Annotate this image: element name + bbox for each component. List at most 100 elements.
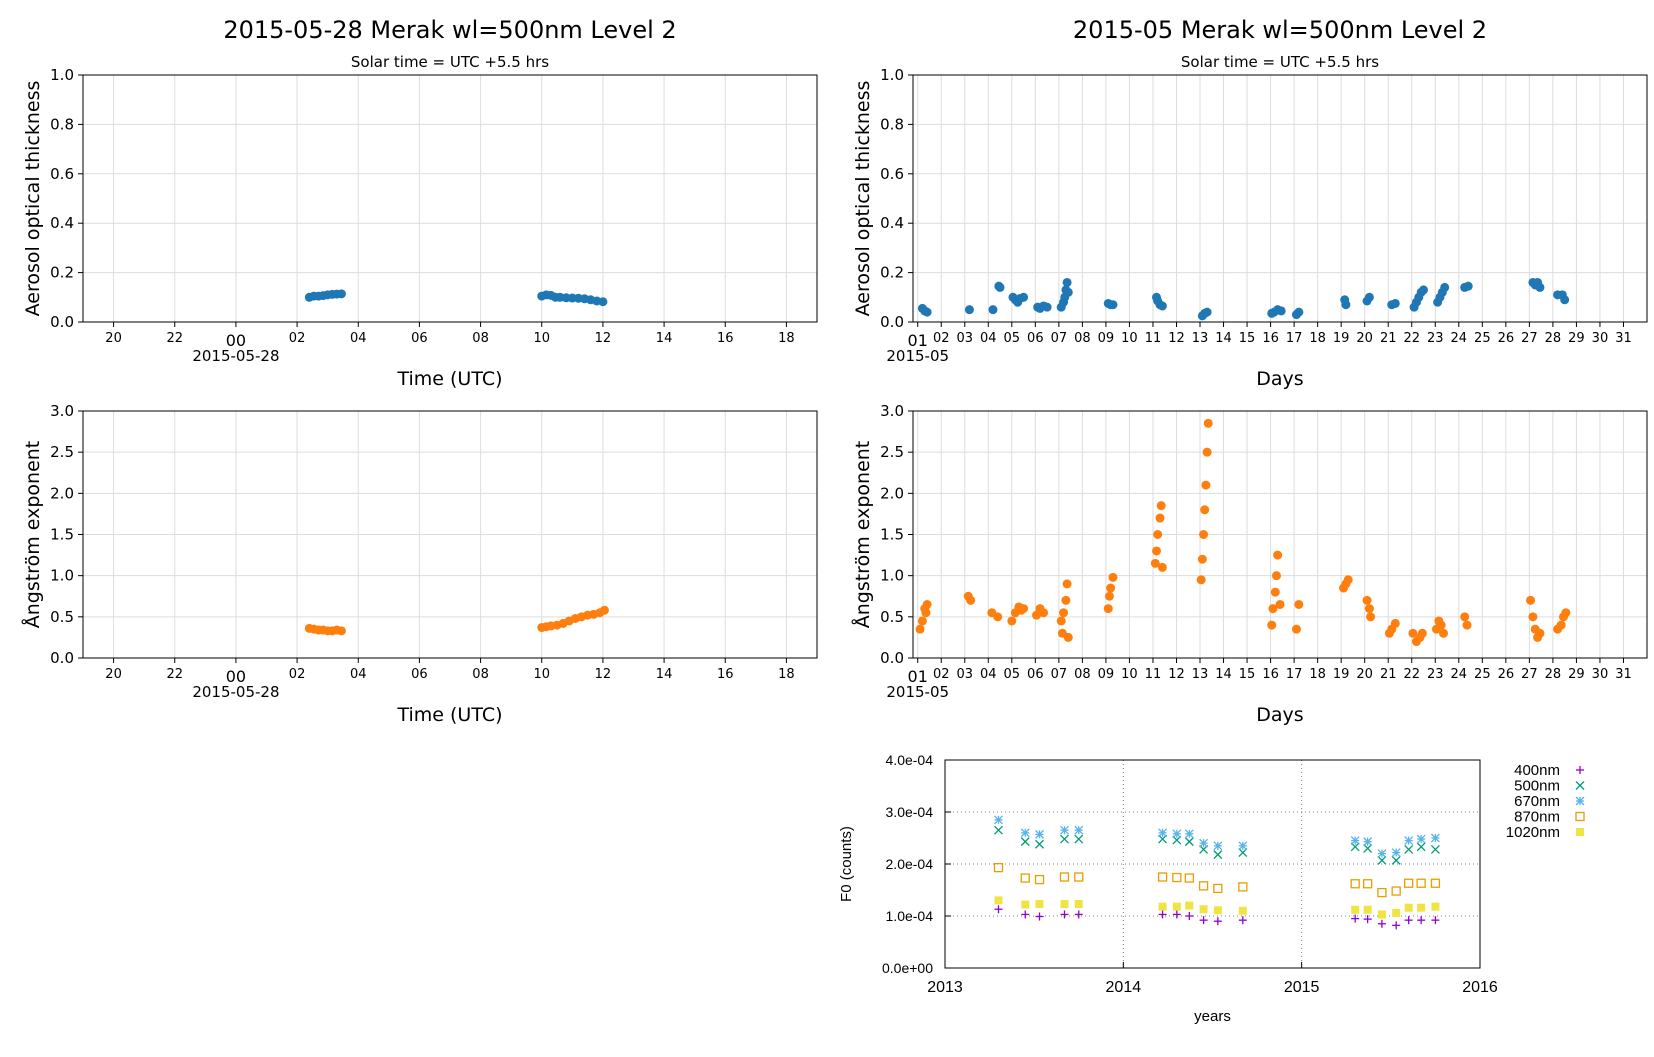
x-tick-label: 18 [1309, 331, 1326, 346]
data-point [1019, 604, 1029, 614]
marker-shape [1158, 902, 1167, 911]
x-tick-label: 28 [1545, 331, 1562, 346]
x-tick-label: 03 [956, 331, 973, 346]
data-point [1202, 447, 1212, 457]
data-point [1404, 878, 1414, 888]
data-point [1196, 575, 1206, 585]
x-tick-label: 21 [1380, 667, 1397, 682]
x-tick-label: 18 [778, 331, 795, 346]
data-point [1419, 285, 1429, 295]
data-point [1390, 618, 1400, 628]
data-point [1271, 571, 1281, 581]
marker-stroke [1416, 834, 1426, 844]
monthly-angstrom-panel: 0.0 0.5 1.0 1.5 2.0 2.5 3.0 01 02 03 04 05 06 07 08 09 1… [851, 402, 1648, 726]
y-tick-label: 0.6 [50, 165, 74, 183]
data-point [1060, 834, 1069, 844]
y-tick-label: 2.5 [50, 443, 74, 461]
data-point [1391, 855, 1401, 865]
data-point [1201, 480, 1211, 490]
data-point [1430, 844, 1440, 854]
data-point [1462, 620, 1472, 630]
data-point [1035, 912, 1044, 921]
marker-stroke [1377, 849, 1387, 859]
data-point [1273, 550, 1283, 560]
data-point [1377, 849, 1387, 859]
data-point [1351, 914, 1360, 923]
x-tick-label: 02 [289, 667, 306, 682]
x-tick-label: 06 [411, 331, 428, 346]
data-point [1436, 620, 1446, 630]
x-tick-label: 20 [105, 667, 122, 682]
y-tick-label: 1.5 [880, 526, 904, 544]
plot-frame [912, 410, 1648, 659]
marker-shape [1351, 905, 1360, 914]
legend-label: 400nm [1514, 762, 1560, 779]
marker-stroke [1074, 825, 1084, 835]
data-point [1035, 829, 1044, 839]
marker-shape [1431, 902, 1440, 911]
data-point [1151, 546, 1161, 556]
data-point [1184, 829, 1194, 839]
x-tick-label: 14 [656, 331, 673, 346]
data-point [1535, 282, 1545, 292]
data-point [1060, 910, 1069, 919]
y-tick-label: 0.0e+00 [882, 960, 933, 976]
marker-shape [1377, 887, 1387, 898]
data-point [1074, 834, 1084, 844]
x-date-label: 2015-05 [886, 683, 949, 701]
data-point [1416, 834, 1426, 844]
marker-shape [1074, 900, 1083, 909]
y-tick-label: 4.0e-04 [886, 752, 934, 768]
x-tick-label: 14 [1215, 667, 1232, 682]
data-point [1463, 281, 1473, 291]
data-point [1185, 901, 1194, 910]
data-point [1059, 872, 1070, 882]
x-tick-label: 18 [1309, 667, 1326, 682]
data-point [1439, 628, 1449, 638]
data-point [994, 896, 1003, 905]
data-point [1238, 916, 1247, 925]
y-tick-label: 1.0 [50, 66, 74, 84]
marker-shape [1034, 874, 1045, 885]
marker-shape [1021, 900, 1030, 909]
data-point [1150, 558, 1160, 568]
x-tick-label: 31 [1615, 667, 1632, 682]
data-point [1184, 837, 1194, 847]
x-tick-label: 2014 [1106, 979, 1142, 996]
x-tick-label: 09 [1098, 667, 1115, 682]
y-tick-label: 2.0 [880, 484, 904, 502]
y-tick-label: 0.0 [880, 649, 904, 667]
x-date-label: 2015-05 [886, 347, 949, 365]
data-point [1377, 855, 1387, 865]
plot-frame [82, 410, 818, 659]
x-tick-label: 31 [1615, 331, 1632, 346]
marker-stroke [1035, 839, 1044, 849]
chart-subtitle: Solar time = UTC +5.5 hrs [351, 53, 549, 71]
y-tick-label: 0.8 [880, 115, 904, 133]
marker-stroke [1404, 844, 1414, 854]
marker-stroke [1184, 837, 1194, 847]
legend-marker [1575, 811, 1585, 822]
data-point [1417, 916, 1426, 925]
y-axis-label: Aerosol optical thickness [22, 81, 44, 317]
data-point [1390, 298, 1400, 308]
x-tick-label: 23 [1427, 331, 1444, 346]
x-date-label: 2015-05-28 [192, 347, 279, 365]
x-axis-label: Time (UTC) [396, 368, 502, 390]
data-point [1156, 501, 1166, 511]
data-point [1063, 287, 1073, 297]
data-point [1377, 910, 1386, 919]
data-point [1213, 841, 1223, 851]
data-point [1074, 900, 1083, 909]
y-tick-label: 3.0 [50, 402, 74, 420]
data-point [993, 862, 1004, 873]
data-point [1035, 839, 1044, 849]
marker-shape [1020, 873, 1030, 883]
data-point [1440, 282, 1450, 292]
x-tick-label: 14 [656, 667, 673, 682]
marker-stroke [1238, 841, 1248, 851]
marker-shape [1172, 902, 1181, 911]
data-point [1267, 620, 1277, 630]
x-tick-label: 29 [1568, 667, 1585, 682]
